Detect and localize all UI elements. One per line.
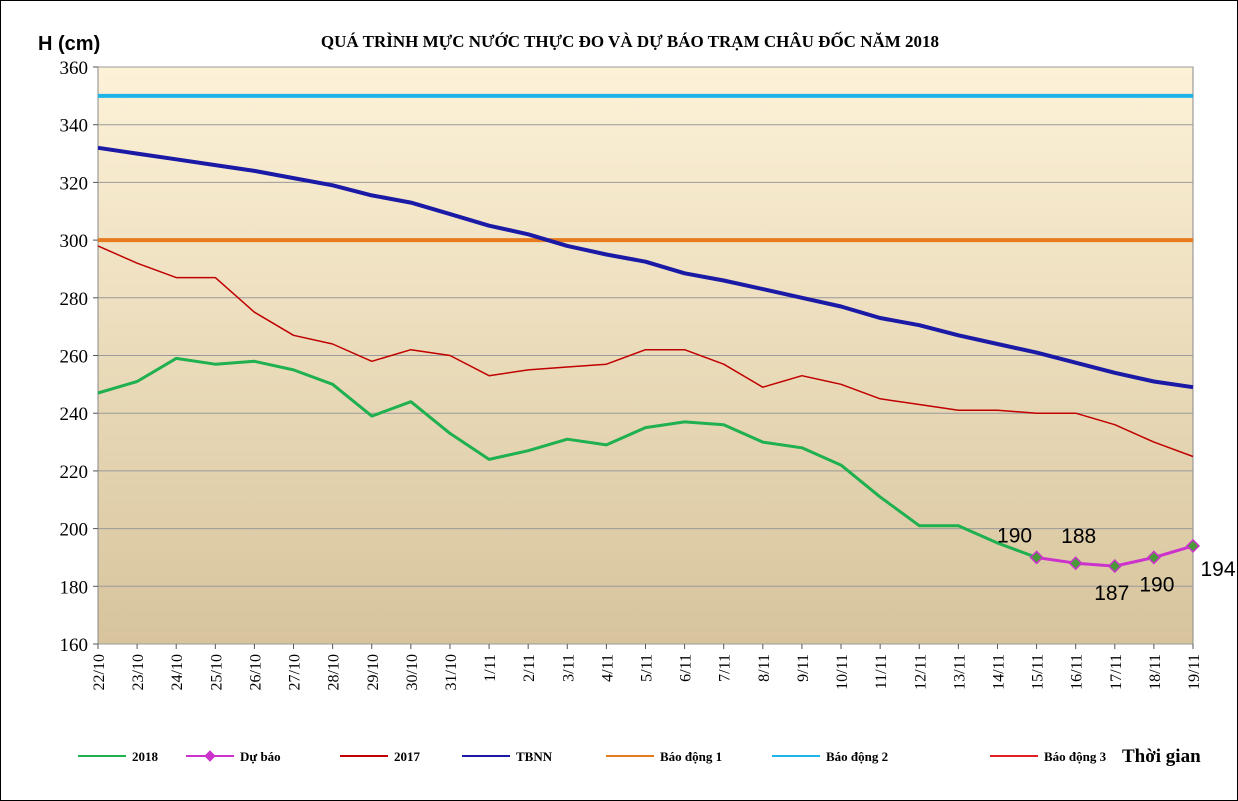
y-tick-label: 360: [60, 58, 89, 79]
x-tick-label: 2/11: [521, 654, 538, 682]
y-tick-label: 300: [60, 231, 89, 252]
x-tick-label: 24/10: [169, 654, 186, 690]
x-tick-label: 14/11: [990, 654, 1007, 690]
legend-label: 2017: [394, 749, 421, 764]
y-tick-label: 340: [60, 116, 89, 137]
x-tick-label: 19/11: [1186, 654, 1203, 690]
x-tick-label: 8/11: [756, 654, 773, 682]
legend-label: TBNN: [516, 749, 553, 764]
x-tick-label: 17/11: [1108, 654, 1125, 690]
y-tick-label: 180: [60, 577, 89, 598]
legend-marker: [204, 750, 216, 762]
y-tick-label: 200: [60, 520, 89, 541]
x-tick-label: 16/11: [1069, 654, 1086, 690]
y-tick-label: 320: [60, 173, 89, 194]
x-tick-label: 27/10: [287, 654, 304, 690]
x-tick-label: 10/11: [834, 654, 851, 690]
x-tick-label: 30/10: [404, 654, 421, 690]
x-tick-label: 12/11: [912, 654, 929, 690]
y-tick-label: 220: [60, 462, 89, 483]
x-tick-label: 13/11: [951, 654, 968, 690]
x-tick-label: 7/11: [717, 654, 734, 682]
x-tick-label: 9/11: [795, 654, 812, 682]
series-line: [97, 145, 1194, 390]
data-label: 190: [997, 524, 1032, 547]
x-tick-label: 29/10: [365, 654, 382, 690]
x-tick-label: 26/10: [247, 654, 264, 690]
data-label: 188: [1061, 525, 1096, 548]
marker: [1029, 550, 1044, 565]
x-tick-label: 4/11: [599, 654, 616, 682]
y-tick-label: 240: [60, 404, 89, 425]
x-tick-label: 31/10: [443, 654, 460, 690]
data-label: 194: [1200, 558, 1235, 581]
data-label: 187: [1094, 582, 1129, 605]
y-tick-label: 280: [60, 289, 89, 310]
legend-label: Dự báo: [240, 749, 281, 764]
legend-label: 2018: [132, 749, 159, 764]
y-tick-label: 260: [60, 347, 89, 368]
legend-label: Báo động 3: [1044, 749, 1107, 764]
x-axis-label: Thời gian: [1122, 746, 1201, 767]
x-tick-label: 23/10: [130, 654, 147, 690]
x-tick-label: 28/10: [326, 654, 343, 690]
y-tick-label: 160: [60, 635, 89, 656]
chart-title: QUÁ TRÌNH MỰC NƯỚC THỰC ĐO VÀ DỰ BÁO TRẠ…: [321, 31, 939, 51]
x-tick-label: 11/11: [873, 654, 890, 689]
legend-label: Báo động 1: [660, 749, 722, 764]
marker: [1146, 550, 1161, 565]
x-tick-label: 25/10: [208, 654, 225, 690]
marker: [1068, 556, 1083, 571]
x-tick-label: 3/11: [560, 654, 577, 682]
series-line: [97, 245, 1194, 458]
marker: [1185, 538, 1201, 553]
legend-label: Báo động 2: [826, 749, 888, 764]
x-tick-label: 1/11: [482, 654, 499, 682]
x-tick-label: 5/11: [639, 654, 656, 682]
x-tick-label: 6/11: [678, 654, 695, 682]
x-tick-label: 22/10: [91, 654, 108, 690]
series-line: [97, 356, 1038, 559]
x-tick-label: 15/11: [1030, 654, 1047, 690]
y-axis-label: H (cm): [38, 33, 100, 55]
marker: [1107, 559, 1122, 574]
data-label: 190: [1139, 573, 1174, 596]
x-tick-label: 18/11: [1147, 654, 1164, 690]
